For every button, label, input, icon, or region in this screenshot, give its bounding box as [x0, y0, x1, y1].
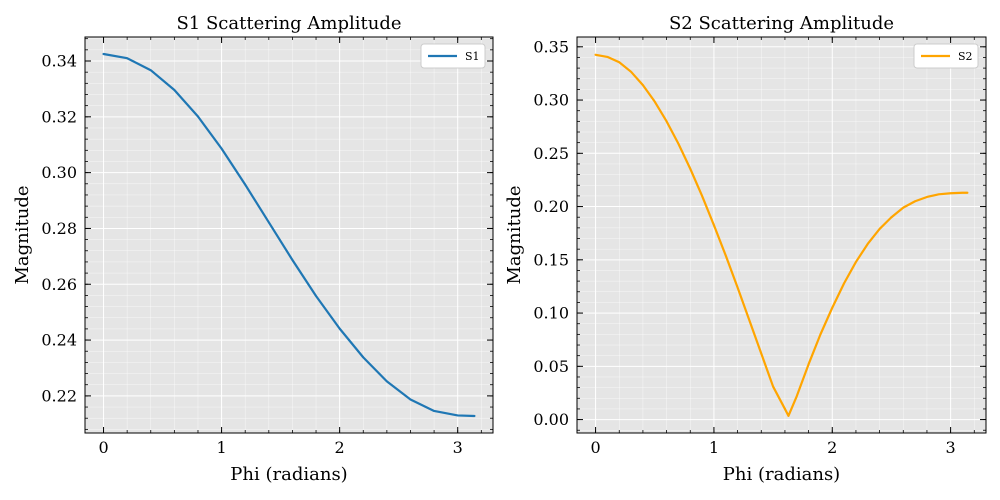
s1-ytick-label: 0.26 — [41, 275, 77, 294]
s2-legend: S2 — [913, 43, 979, 69]
s1-axes-frame — [84, 36, 494, 434]
s2-y-axis-label: Magnitude — [504, 185, 525, 284]
s1-legend-label: S1 — [465, 50, 480, 63]
s1-ytick-label: 0.28 — [41, 219, 77, 238]
s1-xtick-label: 3 — [453, 438, 463, 457]
s2-xtick-label: 0 — [590, 438, 600, 457]
s2-ytick-label: 0.25 — [533, 144, 569, 163]
s2-ytick-label: 0.20 — [533, 197, 569, 216]
s2-ytick-label: 0.10 — [533, 304, 569, 323]
s2-xtick-label: 2 — [827, 438, 837, 457]
s2-ytick-label: 0.15 — [533, 250, 569, 269]
s2-ytick-label: 0.35 — [533, 37, 569, 56]
s2-ticks — [577, 37, 986, 433]
s2-plot-area — [577, 37, 986, 433]
s1-ytick-label: 0.22 — [41, 386, 77, 405]
s1-ytick-label: 0.24 — [41, 331, 77, 350]
s2-axes-frame — [576, 36, 987, 434]
s2-xtick-label: 1 — [709, 438, 719, 457]
s1-ytick-label: 0.34 — [41, 52, 77, 71]
s1-plot-area — [85, 37, 493, 433]
s1-y-axis-label: Magnitude — [12, 185, 33, 284]
s2-ytick-label: 0.05 — [533, 357, 569, 376]
s2-xtick-label: 3 — [946, 438, 956, 457]
s1-xtick-label: 2 — [335, 438, 345, 457]
s1-xtick-label: 1 — [216, 438, 226, 457]
s2-x-axis-label: Phi (radians) — [723, 464, 840, 485]
s1-series-line — [102, 52, 476, 418]
s1-xtick-label: 0 — [98, 438, 108, 457]
s2-ytick-label: 0.30 — [533, 91, 569, 110]
s1-ytick-label: 0.32 — [41, 107, 77, 126]
s1-ytick-label: 0.30 — [41, 163, 77, 182]
s1-ticks — [85, 37, 493, 433]
s2-ytick-label: 0.00 — [533, 410, 569, 429]
s2-chart-title: S2 Scattering Amplitude — [669, 13, 894, 34]
s1-x-axis-label: Phi (radians) — [230, 464, 347, 485]
s1-chart-title: S1 Scattering Amplitude — [176, 13, 401, 34]
s1-panel: 0 1 2 3 0.22 0.24 0.26 0.28 0.30 0.32 0.34 S1 Scatt… — [12, 13, 494, 485]
s2-panel: 0 1 2 3 0.00 0.05 0.10 0.15 0.20 0.25 0.30 0.35 S2 S… — [504, 13, 987, 485]
s2-series-line — [594, 53, 969, 417]
s1-legend: S1 — [420, 43, 486, 69]
s2-legend-label: S2 — [958, 50, 973, 63]
